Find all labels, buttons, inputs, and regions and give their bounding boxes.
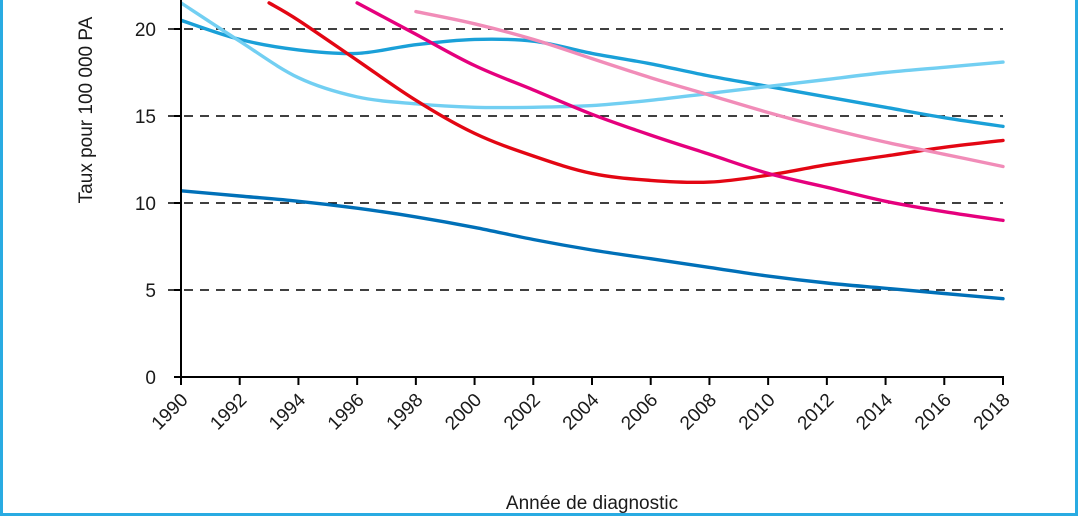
- x-axis-title: Année de diagnostic: [506, 493, 678, 514]
- x-tick-label: 2006: [618, 390, 663, 435]
- series-line-6: [414, 9, 1005, 169]
- x-tick-label: 2014: [852, 389, 897, 434]
- x-tick-label: 1990: [148, 390, 193, 435]
- x-tick-label: 1992: [207, 390, 252, 435]
- x-tick-label: 2000: [441, 390, 486, 435]
- x-tick-label: 2002: [500, 390, 545, 435]
- series-line-1: [181, 189, 1005, 301]
- x-tick-label: 2004: [559, 389, 604, 434]
- x-tick-label: 2012: [794, 390, 839, 435]
- series-group: [181, 1, 1005, 301]
- series-line-3: [181, 1, 1005, 110]
- series-line-5: [355, 1, 1005, 223]
- tick-labels: 0 5 10 15 20 1990 1992 1994 1996 1998 2000 2002 2004…: [135, 20, 1015, 434]
- x-tick-label: 2016: [911, 390, 956, 435]
- axes: [180, 0, 1004, 378]
- series-line-2: [181, 18, 1005, 129]
- x-tick-label: 2008: [676, 390, 721, 435]
- x-tick-label: 1994: [265, 389, 310, 434]
- y-tick-label: 15: [135, 107, 156, 128]
- y-tick-label: 10: [135, 194, 156, 215]
- y-tick-label: 5: [145, 281, 156, 302]
- grid-lines: [168, 28, 1003, 291]
- y-axis-title: Taux pour 100 000 PA: [76, 16, 97, 203]
- y-tick-label: 20: [135, 20, 156, 41]
- x-tick-label: 2018: [970, 390, 1015, 435]
- y-tick-label: 0: [145, 368, 156, 389]
- series-line-4: [267, 1, 1005, 185]
- x-tick-label: 1996: [324, 390, 369, 435]
- x-tick-label: 2010: [735, 390, 780, 435]
- x-tick-label: 1998: [383, 390, 428, 435]
